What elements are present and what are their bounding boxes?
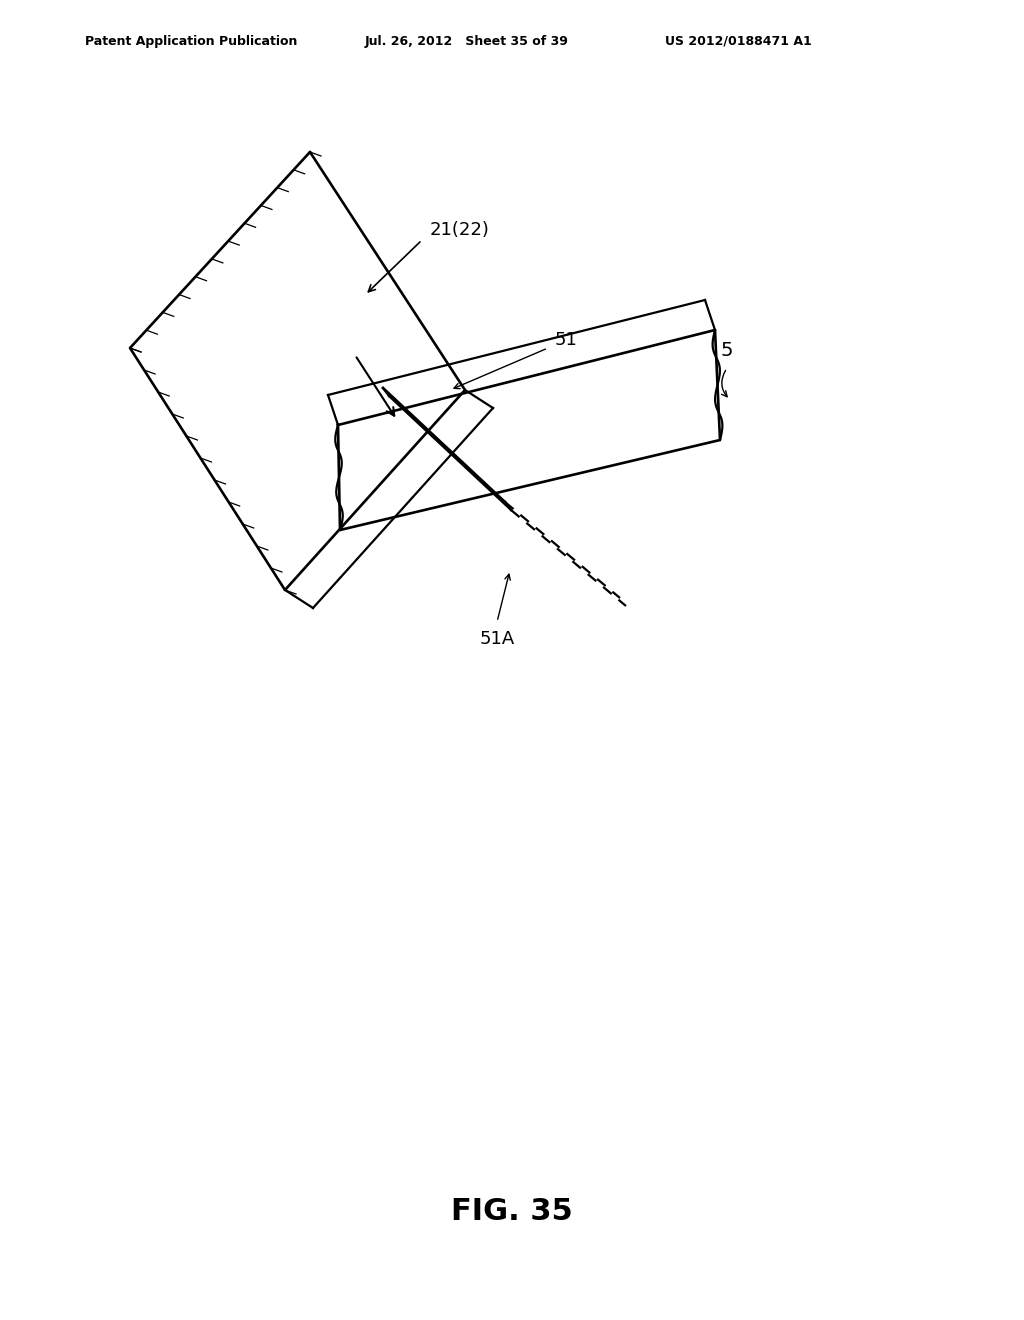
Text: 51: 51	[555, 331, 578, 348]
Text: Jul. 26, 2012   Sheet 35 of 39: Jul. 26, 2012 Sheet 35 of 39	[365, 36, 569, 48]
Text: FIG. 35: FIG. 35	[452, 1197, 572, 1226]
Text: 51A: 51A	[479, 630, 515, 648]
Text: Patent Application Publication: Patent Application Publication	[85, 36, 297, 48]
Text: 21(22): 21(22)	[430, 220, 489, 239]
Text: 5: 5	[720, 341, 732, 359]
Text: US 2012/0188471 A1: US 2012/0188471 A1	[665, 36, 812, 48]
